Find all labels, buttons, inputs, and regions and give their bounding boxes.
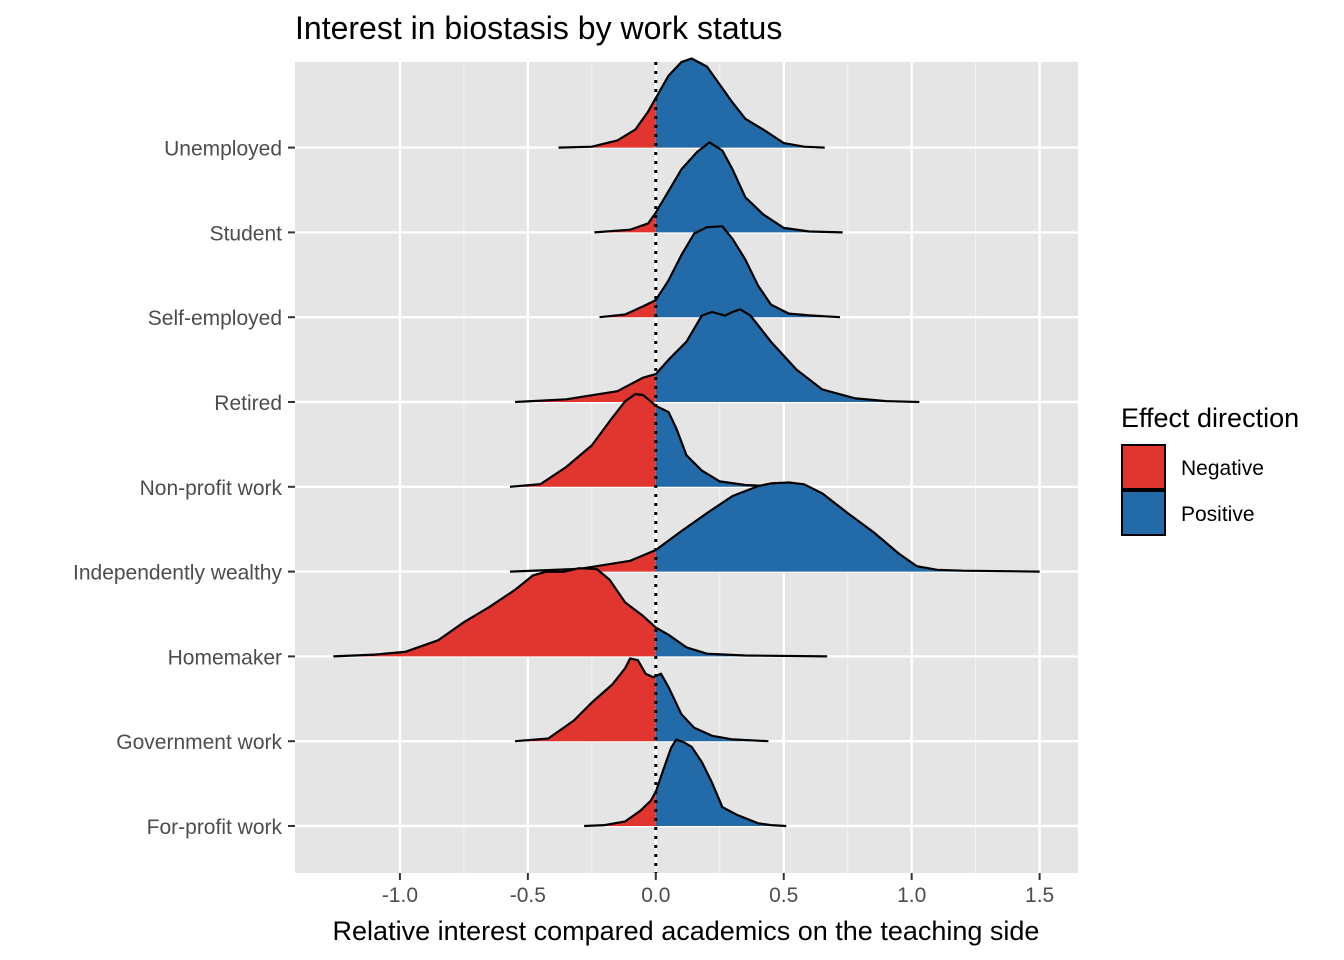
positive-area (655, 739, 787, 826)
negative-area (599, 300, 656, 318)
ridge-homemaker (333, 567, 828, 658)
x-tick-label: 1.0 (897, 884, 926, 907)
legend-key-negative (1121, 444, 1166, 490)
negative-area (515, 658, 656, 742)
axes: -1.0 -0.5 0.0 0.5 1.0 1.5 For-profit work Gover… (73, 138, 1054, 907)
positive-area (655, 673, 769, 742)
y-tick-label: Self-employed (148, 307, 282, 330)
positive-area (655, 226, 841, 318)
positive-area (655, 309, 920, 402)
ridge-non-profit-work (509, 393, 784, 488)
ridge-for-profit-work (584, 738, 787, 828)
y-tick-label: Student (210, 222, 283, 245)
y-tick-label: Homemaker (168, 646, 282, 669)
density-outline (514, 657, 769, 743)
positive-area (655, 58, 825, 148)
x-tick-label: -0.5 (510, 884, 546, 907)
y-tick-label: Non-profit work (140, 477, 283, 500)
chart-title: Interest in biostasis by work status (295, 10, 782, 46)
negative-area (584, 791, 656, 826)
density-outline (515, 308, 920, 404)
positive-area (655, 142, 843, 233)
x-tick-label: -1.0 (382, 884, 418, 907)
y-tick-label: Government work (116, 731, 282, 754)
negative-area (515, 374, 656, 402)
density-outline (594, 141, 843, 234)
legend-key-positive (1121, 490, 1166, 536)
x-tick-label: 0.0 (641, 884, 670, 907)
density-outline (509, 393, 784, 488)
x-tick-label: 0.5 (769, 884, 798, 907)
y-tick-label: For-profit work (147, 816, 283, 839)
positive-area (655, 482, 1040, 572)
density-outline (599, 225, 841, 319)
legend-title: Effect direction (1121, 403, 1299, 433)
legend-label-negative: Negative (1181, 457, 1264, 480)
y-tick-label: Unemployed (164, 138, 282, 161)
density-outline (558, 57, 825, 149)
ridge-unemployed (558, 57, 825, 149)
negative-area (509, 550, 656, 572)
density-outline (584, 738, 787, 828)
y-tick-label: Independently wealthy (73, 562, 282, 585)
negative-area (594, 212, 656, 233)
positive-area (655, 627, 828, 657)
ridge-student (594, 141, 843, 234)
ridge-government-work (514, 657, 769, 743)
legend: Effect direction Negative Positive (1121, 403, 1299, 536)
ridge-self-employed (599, 225, 841, 319)
density-outline (333, 567, 828, 658)
ridge-retired (515, 308, 920, 404)
negative-area (509, 394, 656, 487)
y-tick-label: Retired (214, 392, 282, 415)
negative-area (558, 98, 656, 148)
x-axis-title: Relative interest compared academics on … (333, 916, 1040, 946)
negative-area (333, 568, 656, 657)
legend-label-positive: Positive (1181, 503, 1255, 526)
x-tick-label: 1.5 (1025, 884, 1054, 907)
positive-area (655, 405, 784, 487)
